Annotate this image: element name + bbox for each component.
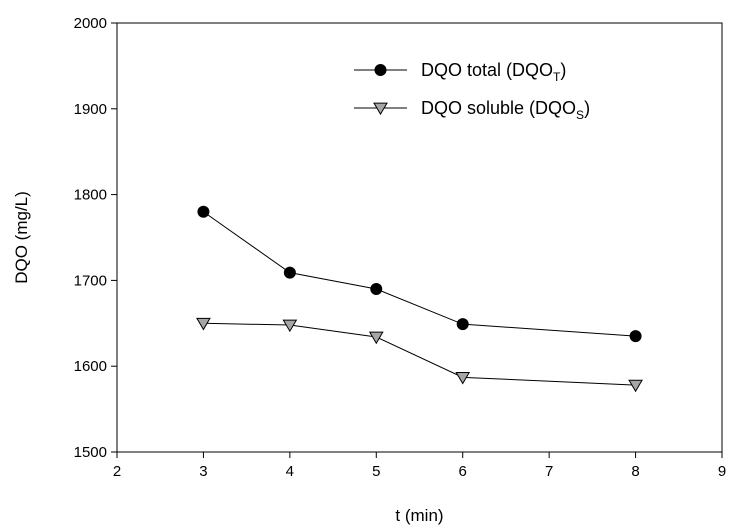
plot-frame xyxy=(116,22,723,453)
x-axis-label: t (min) xyxy=(395,506,443,525)
legend-marker xyxy=(373,102,388,116)
data-point xyxy=(629,330,642,343)
y-tick-label: 2000 xyxy=(74,15,107,32)
series-line xyxy=(203,322,636,386)
data-point xyxy=(196,317,211,331)
legend-label: DQO total (DQOT) xyxy=(421,60,566,84)
y-tick-label: 1800 xyxy=(74,187,107,204)
series-line xyxy=(203,211,636,337)
data-point xyxy=(456,318,469,331)
data-point xyxy=(368,331,384,345)
data-point xyxy=(282,319,298,333)
legend-marker xyxy=(374,64,387,76)
x-tick-label: 8 xyxy=(631,463,639,480)
data-point xyxy=(455,371,471,385)
data-point xyxy=(370,282,383,295)
legend: DQO total (DQOT) DQO soluble (DQOS) xyxy=(354,60,590,122)
y-tick-label: 1500 xyxy=(74,444,107,461)
x-tick-label: 3 xyxy=(199,463,207,480)
x-tick-label: 5 xyxy=(372,463,380,480)
x-tick-label: 6 xyxy=(459,463,467,480)
x-tick-label: 9 xyxy=(718,463,726,480)
series-dqo-soluble xyxy=(196,317,643,393)
y-tick-label: 1600 xyxy=(74,358,107,375)
data-point xyxy=(283,266,296,279)
legend-label: DQO soluble (DQOS) xyxy=(421,98,590,122)
y-tick-label: 1700 xyxy=(74,272,107,289)
data-point xyxy=(628,379,643,393)
series-dqo-total xyxy=(197,205,642,343)
y-tick-label: 1900 xyxy=(74,101,107,118)
legend-item: DQO total (DQOT) xyxy=(354,60,566,84)
legend-item: DQO soluble (DQOS) xyxy=(354,98,590,122)
x-tick-label: 2 xyxy=(113,463,121,480)
data-point xyxy=(197,205,210,218)
x-tick-label: 4 xyxy=(286,463,294,480)
y-axis-label: DQO (mg/L) xyxy=(12,191,31,284)
x-tick-label: 7 xyxy=(545,463,553,480)
